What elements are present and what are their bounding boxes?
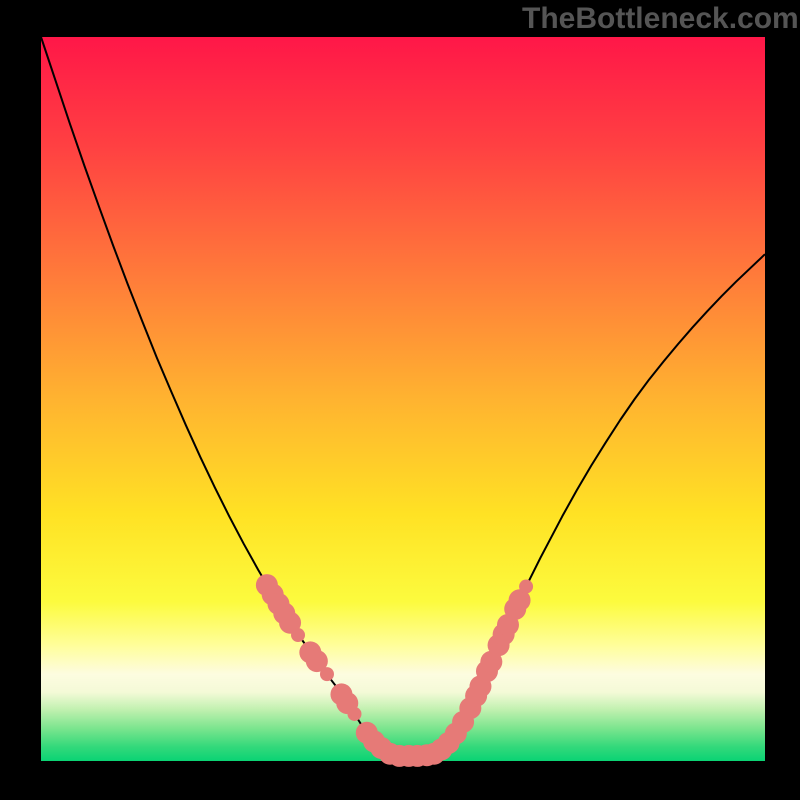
chart-frame: TheBottleneck.com <box>0 0 800 800</box>
watermark-text: TheBottleneck.com <box>522 2 799 36</box>
data-marker <box>519 580 533 594</box>
data-marker <box>320 667 334 681</box>
bottleneck-curve-chart <box>0 0 800 800</box>
data-marker <box>291 628 305 642</box>
data-marker <box>347 707 361 721</box>
plot-background <box>41 37 765 761</box>
